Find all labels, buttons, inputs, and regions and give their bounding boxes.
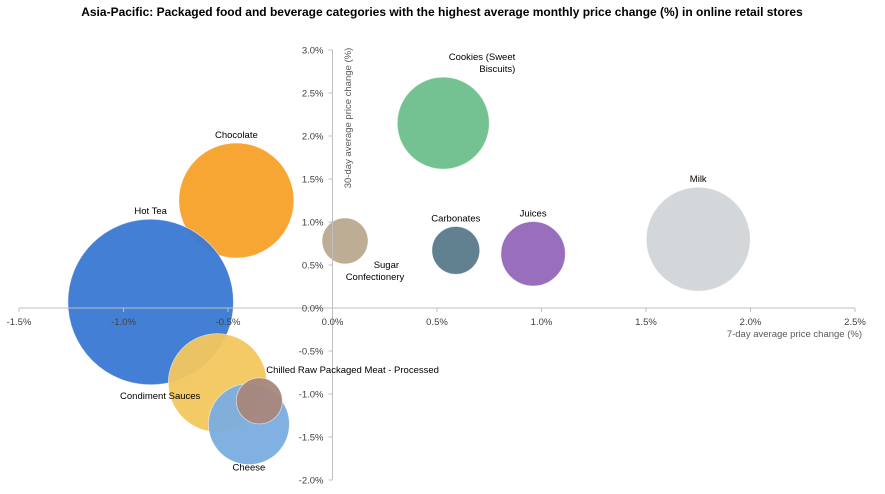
bubble-milk[interactable]	[645, 186, 751, 292]
bubble-chilled-raw-packaged-meat-processed[interactable]	[235, 377, 283, 425]
y-tick-label: -2.0%	[299, 476, 324, 487]
bubble-label-cookies-sweet-biscuits: Cookies (Sweet Biscuits)	[449, 52, 516, 75]
x-tick-label: 2.5%	[844, 317, 866, 328]
y-tick-label: 2.5%	[302, 89, 324, 100]
bubble-label-carbonates: Carbonates	[431, 213, 480, 224]
y-tick-label: 2.0%	[302, 132, 324, 143]
bubble-juices[interactable]	[500, 221, 566, 287]
bubble-label-chocolate: Chocolate	[215, 130, 258, 141]
axes-layer: -1.5% -1.0% -0.5% 0.0% 0.5% 1.0% 1.5% 2.0% 2.5% 3…	[7, 46, 867, 487]
bubble-cookies-sweet-biscuits[interactable]	[396, 76, 490, 170]
bubble-label-juices: Juices	[520, 209, 547, 220]
y-tick-label: -1.5%	[299, 433, 324, 444]
x-tick-label: -1.5%	[7, 317, 32, 328]
x-tick-label: 1.0%	[531, 317, 553, 328]
bubble-label-milk: Milk	[690, 174, 707, 185]
bubble-chocolate[interactable]	[178, 142, 295, 259]
bubble-label-condiment-sauces: Condiment Sauces	[120, 391, 201, 402]
y-axis-title: 30-day average price change (%)	[343, 48, 354, 188]
x-tick-label: -1.0%	[111, 317, 136, 328]
bubble-carbonates[interactable]	[431, 226, 481, 275]
x-tick-label: 1.5%	[635, 317, 657, 328]
y-tick-label: -1.0%	[299, 390, 324, 401]
bubbles-layer	[67, 76, 751, 465]
y-tick-label: 3.0%	[302, 46, 324, 57]
x-tick-label: -0.5%	[216, 317, 241, 328]
bubble-label-hot-tea: Hot Tea	[134, 206, 167, 217]
bubble-label-chilled-raw-packaged-meat-processed: Chilled Raw Packaged Meat - Processed	[266, 365, 439, 376]
y-tick-label: 1.0%	[302, 218, 324, 229]
x-axis-title: 7-day average price change (%)	[727, 329, 862, 340]
bubble-label-cheese: Cheese	[233, 463, 266, 474]
y-tick-label: 0.0%	[302, 304, 324, 315]
x-tick-label: 0.5%	[426, 317, 448, 328]
x-tick-label: 0.0%	[322, 317, 344, 328]
x-tick-label: 2.0%	[740, 317, 762, 328]
bubble-label-sugar-confectionery: Sugar Confectionery	[346, 260, 405, 283]
chart-title: Asia-Pacific: Packaged food and beverage…	[81, 5, 803, 19]
labels-layer: Cookies (Sweet Biscuits) Chocolate Sugar Con…	[120, 52, 707, 473]
y-tick-label: -0.5%	[299, 347, 324, 358]
y-tick-label: 1.5%	[302, 175, 324, 186]
y-tick-label: 0.5%	[302, 261, 324, 272]
bubble-sugar-confectionery[interactable]	[321, 217, 369, 265]
